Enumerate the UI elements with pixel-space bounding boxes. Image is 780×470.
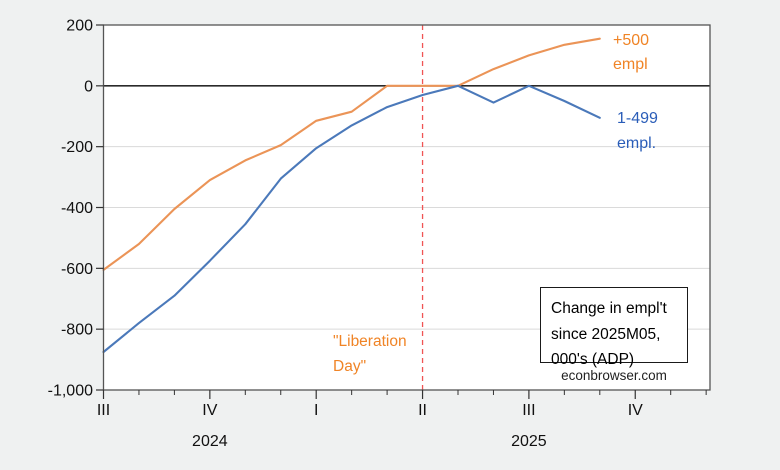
- x-year-label: 2024: [192, 433, 228, 450]
- y-tick-label: 0: [84, 78, 93, 95]
- y-tick-label: -1,000: [48, 383, 93, 400]
- series-label-500-line2: empl: [613, 56, 648, 73]
- series-label-1499-line2: empl.: [617, 135, 657, 152]
- title-box-line2: since 2025M05,: [551, 325, 661, 343]
- title-box-line1: Change in empl't: [551, 300, 667, 317]
- chart-title-box: Change in empl't since 2025M05, 000's (ADP…: [540, 287, 688, 368]
- series-line-500-empl: [102, 37, 601, 271]
- x-year-label: 2025: [511, 433, 547, 450]
- x-quarter-label: IV: [628, 402, 643, 419]
- x-quarter-label: I: [314, 402, 318, 419]
- liberation-day-line2: Day": [333, 357, 367, 375]
- series-label-500-line1: +500: [613, 32, 650, 49]
- series-label-500-empl: +500 empl: [613, 29, 649, 77]
- y-tick-label: -400: [61, 200, 93, 217]
- x-quarter-label: II: [418, 402, 427, 419]
- y-tick-label: 200: [66, 18, 93, 35]
- y-tick-label: -800: [61, 322, 93, 339]
- y-tick-label: -600: [61, 261, 93, 278]
- title-box-line3: 000's (ADP): [551, 351, 635, 368]
- y-tick-label: -200: [61, 139, 93, 156]
- source-watermark: econbrowser.com: [561, 368, 667, 383]
- series-label-1499-line1: 1-499: [617, 110, 658, 127]
- liberation-day-annotation: "Liberation Day": [333, 330, 407, 379]
- series-line-1-499-empl: [102, 84, 601, 354]
- liberation-day-line1: "Liberation: [333, 333, 407, 350]
- series-label-1-499-empl: 1-499 empl.: [617, 106, 658, 156]
- x-quarter-label: III: [97, 402, 110, 419]
- x-quarter-label: III: [522, 402, 535, 419]
- x-quarter-label: IV: [202, 402, 217, 419]
